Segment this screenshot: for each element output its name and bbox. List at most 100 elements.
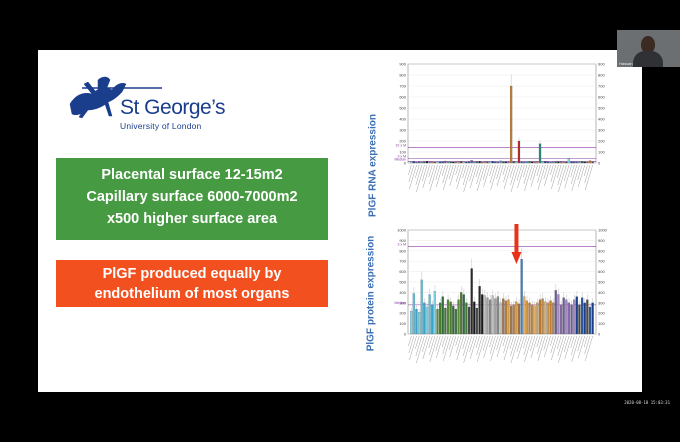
bar [415,308,418,335]
bar [483,295,486,335]
y-tick-label-right: 800 [598,248,605,253]
bar [531,304,534,335]
participant-video-thumbnail[interactable]: Hassan [617,30,680,67]
bar [512,161,515,164]
y-tick-label-right: 900 [598,62,605,67]
y-tick-label: 500 [399,280,406,285]
bar [475,161,479,164]
bar [549,300,552,335]
bar [552,161,555,164]
x-tick-label [544,335,551,358]
bar [528,302,531,335]
bar [473,301,476,335]
bar [515,161,518,164]
x-tick-label [408,335,412,347]
bar [425,306,429,335]
x-tick-label [469,335,478,360]
x-tick-label [408,164,415,183]
x-tick-label [584,335,591,355]
bar [462,161,465,164]
y-tick-label: 1000 [397,228,407,233]
x-tick-label [530,164,536,181]
x-tick-label [564,335,572,360]
bar [491,161,494,164]
x-tick-label [523,164,528,178]
x-tick-label [483,335,491,359]
y-tick-label: 900 [399,238,406,243]
x-tick-label [482,164,488,181]
bar [431,304,434,335]
x-tick-label [490,335,499,362]
x-tick-label [429,335,436,356]
x-tick-label [571,335,578,356]
x-tick-label [415,335,420,350]
x-tick-label [530,335,536,352]
x-tick-label [558,335,567,364]
y-tick-label: 300 [399,128,406,133]
bar [588,306,592,335]
y-tick-label: 700 [399,259,406,264]
bar [533,305,536,335]
x-tick-label [503,335,509,354]
bar [470,268,473,335]
bar [507,299,510,335]
x-tick-label [443,335,451,362]
bar [559,161,563,164]
x-tick-label [524,164,533,192]
x-tick-label [408,164,412,176]
bar [536,161,539,164]
bar [467,306,471,335]
x-tick-label [476,335,486,363]
participant-name: Hassan [619,61,633,66]
bar [444,307,447,335]
x-tick-label [489,164,493,177]
st-georges-logo: St George’s University of London [62,70,232,132]
bar [525,161,528,164]
x-tick-label [443,164,451,191]
y-tick-label-right: 300 [598,300,605,305]
bar [465,302,468,335]
y-tick-label-right: 200 [598,311,605,316]
bar [580,297,584,335]
bar [502,298,505,335]
bar [410,311,413,335]
bar [467,161,471,164]
x-tick-label [557,164,564,186]
bar [557,161,560,164]
participant-face [641,36,655,53]
bar [496,296,500,335]
bar [549,161,552,164]
x-tick-label [475,335,480,349]
y-tick-label-right: 600 [598,269,605,274]
bar [420,161,423,164]
x-tick-label [455,164,462,183]
y-tick-label: 600 [399,269,406,274]
bar [578,161,581,164]
y-tick-label-right: 300 [598,128,605,133]
bar [533,161,536,164]
bar [546,161,549,164]
bar [580,161,584,164]
x-tick-label [489,335,496,355]
x-tick-label [442,164,449,184]
reference-line-label: 3 x M [397,243,406,247]
x-tick-label [564,164,570,182]
bar [439,302,442,335]
x-tick-label [551,164,559,190]
bar [439,161,442,164]
x-tick-label [550,335,557,354]
x-tick-label [449,335,454,351]
bar [510,85,513,164]
y-tick-label-right: 700 [598,84,605,89]
x-tick-label [496,335,504,358]
x-tick-label [502,335,507,347]
logo-subtitle: University of London [120,121,202,131]
x-tick-label [469,335,475,353]
x-tick-label [530,335,538,359]
bar [425,161,429,164]
bottom-bar [0,412,680,442]
y-tick-label-right: 400 [598,117,605,122]
protein-chart-ylabel: PlGF protein expression [365,235,377,352]
bar [452,305,455,335]
bar [557,294,560,335]
